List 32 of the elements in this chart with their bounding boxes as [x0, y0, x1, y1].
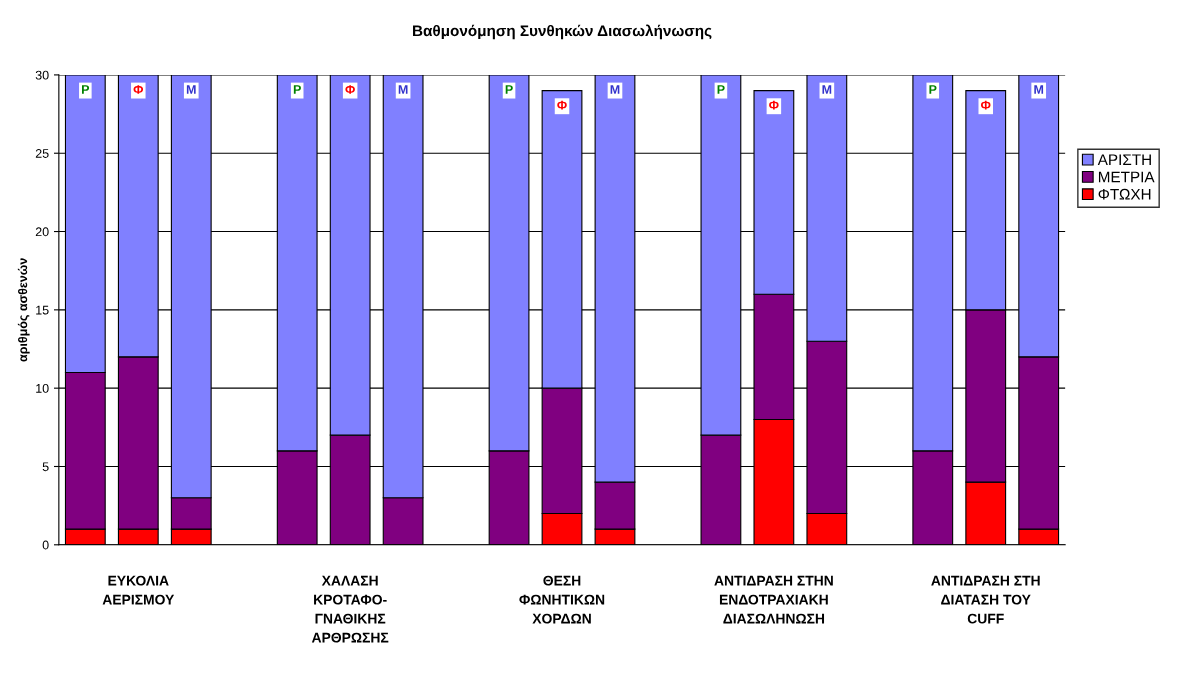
chart-title: Βαθμονόμηση Συνθηκών Διασωλήνωσης	[413, 24, 712, 40]
data-label: Φ	[557, 100, 567, 110]
data-label: Ρ	[505, 85, 513, 94]
data-label: Μ	[610, 85, 620, 94]
y-tick-label: 15	[36, 305, 49, 315]
y-axis-title: αριθμός ασθενών	[17, 258, 30, 362]
data-label: Φ	[345, 85, 355, 94]
data-label: Φ	[769, 100, 779, 110]
x-tick-label: ΕΥΚΟΛΙΑ ΑΕΡΙΣΜΟΥ	[102, 575, 175, 605]
data-label: Μ	[822, 85, 832, 94]
y-tick-label: 30	[35, 70, 49, 80]
data-label: Ρ	[929, 85, 937, 94]
data-label: Ρ	[293, 85, 301, 94]
x-tick-label: ΑΝΤΙΔΡΑΣΗ ΣΤΗΝ ΕΝΔΟΤΡΑΧΙΑΚΗ ΔΙΑΣΩΛΗΝΩΣΗ	[714, 575, 833, 624]
data-label: Μ	[186, 85, 196, 94]
y-tick-label: 0	[42, 540, 49, 550]
y-tick-label: 5	[42, 462, 49, 472]
data-label: Φ	[133, 85, 144, 94]
x-tick-label: ΧΑΛΑΣΗ ΚΡΟΤΑΦΟ- ΓΝΑΘΙΚΗΣ ΑΡΘΡΩΣΗΣ	[311, 575, 389, 643]
data-label: Μ	[1034, 85, 1044, 94]
data-label: Ρ	[82, 85, 90, 94]
data-label: Φ	[980, 100, 991, 110]
legend-label: ΦΤΩΧΗ	[1098, 188, 1151, 200]
x-tick-label: ΑΝΤΙΔΡΑΣΗ ΣΤΗ ΔΙΑΤΑΣΗ ΤΟΥ CUFF	[931, 575, 1040, 624]
data-label: Μ	[398, 85, 408, 94]
data-label: Ρ	[717, 85, 725, 94]
y-tick-label: 25	[35, 149, 49, 158]
y-tick-label: 10	[36, 383, 49, 393]
legend-label: ΑΡΙΣΤΗ	[1097, 154, 1151, 165]
x-tick-label: ΘΕΣΗ ΦΩΝΗΤΙΚΩΝ ΧΟΡΔΩΝ	[519, 575, 605, 624]
y-tick-label: 20	[35, 227, 49, 237]
legend-label: ΜΕΤΡΙΑ	[1098, 171, 1155, 183]
